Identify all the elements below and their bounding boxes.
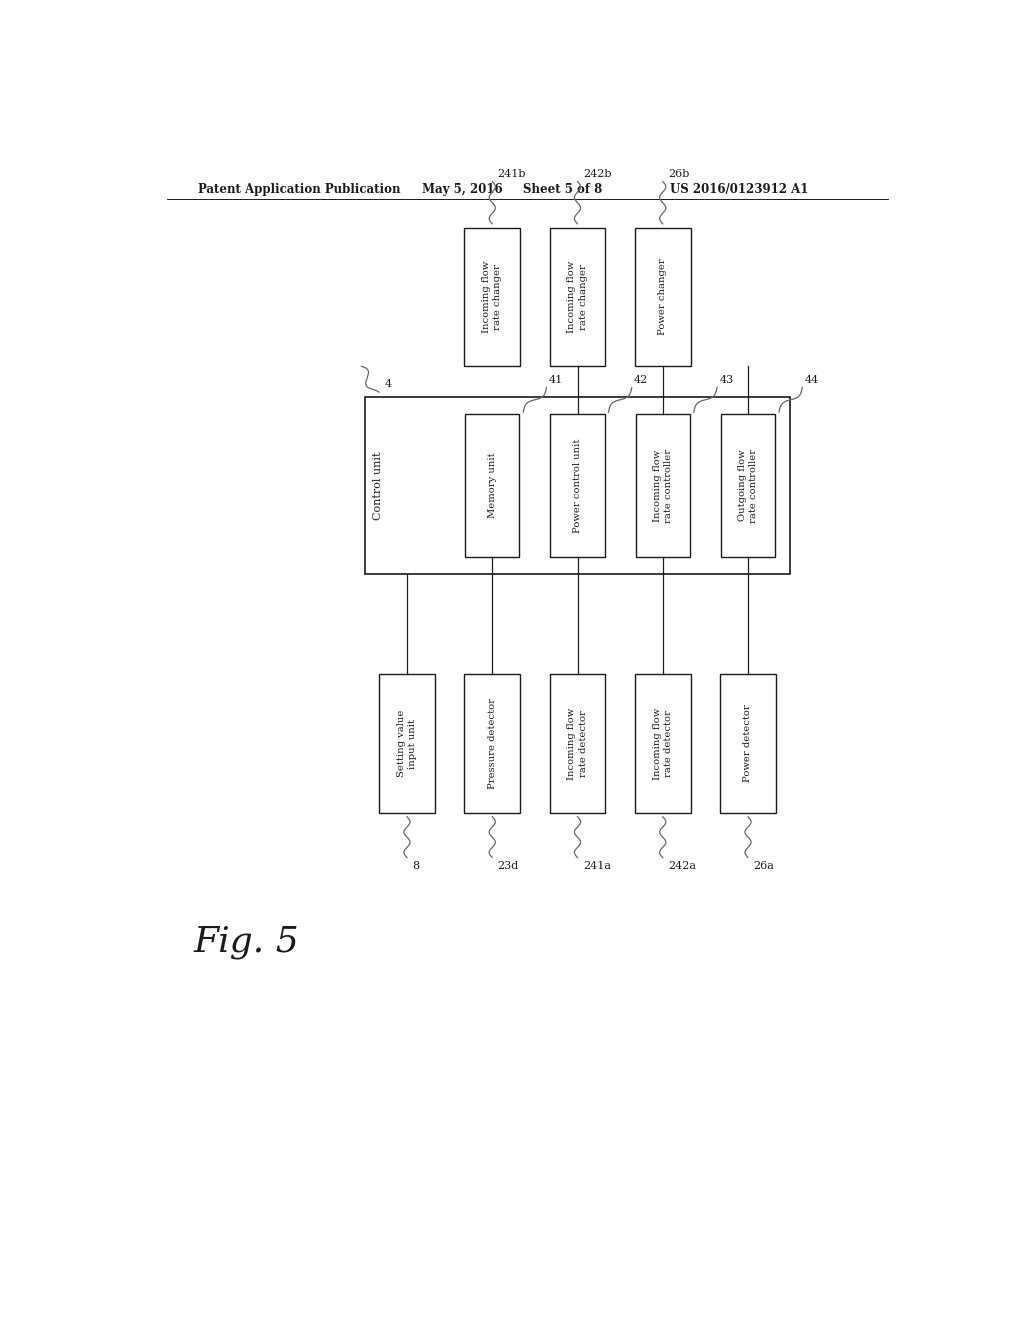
Text: Sheet 5 of 8: Sheet 5 of 8 [523, 183, 602, 197]
Text: 42: 42 [634, 375, 648, 385]
FancyBboxPatch shape [464, 227, 520, 367]
Text: 23d: 23d [498, 861, 519, 871]
FancyBboxPatch shape [464, 675, 520, 813]
Text: 4: 4 [385, 379, 391, 389]
Text: Incoming flow
rate changer: Incoming flow rate changer [567, 261, 588, 333]
Text: Fig. 5: Fig. 5 [194, 925, 300, 960]
Text: 43: 43 [719, 375, 733, 385]
FancyBboxPatch shape [465, 414, 519, 557]
Text: 242b: 242b [583, 169, 611, 180]
FancyBboxPatch shape [635, 227, 690, 367]
Text: US 2016/0123912 A1: US 2016/0123912 A1 [671, 183, 809, 197]
Text: 26b: 26b [669, 169, 689, 180]
Text: 41: 41 [549, 375, 563, 385]
FancyBboxPatch shape [550, 414, 604, 557]
Text: Patent Application Publication: Patent Application Publication [198, 183, 400, 197]
Text: Power detector: Power detector [743, 705, 753, 783]
Text: Power control unit: Power control unit [573, 438, 582, 533]
Text: Incoming flow
rate detector: Incoming flow rate detector [652, 708, 673, 780]
Text: 8: 8 [413, 861, 420, 871]
Text: Pressure detector: Pressure detector [487, 698, 497, 789]
Text: Outgoing flow
rate controller: Outgoing flow rate controller [738, 449, 758, 523]
FancyBboxPatch shape [636, 414, 690, 557]
Text: Incoming flow
rate controller: Incoming flow rate controller [652, 449, 673, 523]
Text: 241b: 241b [498, 169, 526, 180]
FancyBboxPatch shape [379, 675, 435, 813]
Text: 44: 44 [805, 375, 819, 385]
Text: Power changer: Power changer [658, 259, 668, 335]
Text: Control unit: Control unit [373, 451, 383, 520]
Text: Incoming flow
rate changer: Incoming flow rate changer [482, 261, 503, 333]
Text: Incoming flow
rate detector: Incoming flow rate detector [567, 708, 588, 780]
FancyBboxPatch shape [720, 675, 776, 813]
Text: Setting value
input unit: Setting value input unit [397, 710, 417, 777]
FancyBboxPatch shape [550, 227, 605, 367]
FancyBboxPatch shape [550, 675, 605, 813]
Text: 242a: 242a [669, 861, 696, 871]
FancyBboxPatch shape [721, 414, 775, 557]
Text: 241a: 241a [583, 861, 611, 871]
FancyBboxPatch shape [635, 675, 690, 813]
Text: 26a: 26a [754, 861, 774, 871]
Text: May 5, 2016: May 5, 2016 [423, 183, 503, 197]
FancyBboxPatch shape [366, 397, 790, 574]
Text: Memory unit: Memory unit [487, 453, 497, 519]
